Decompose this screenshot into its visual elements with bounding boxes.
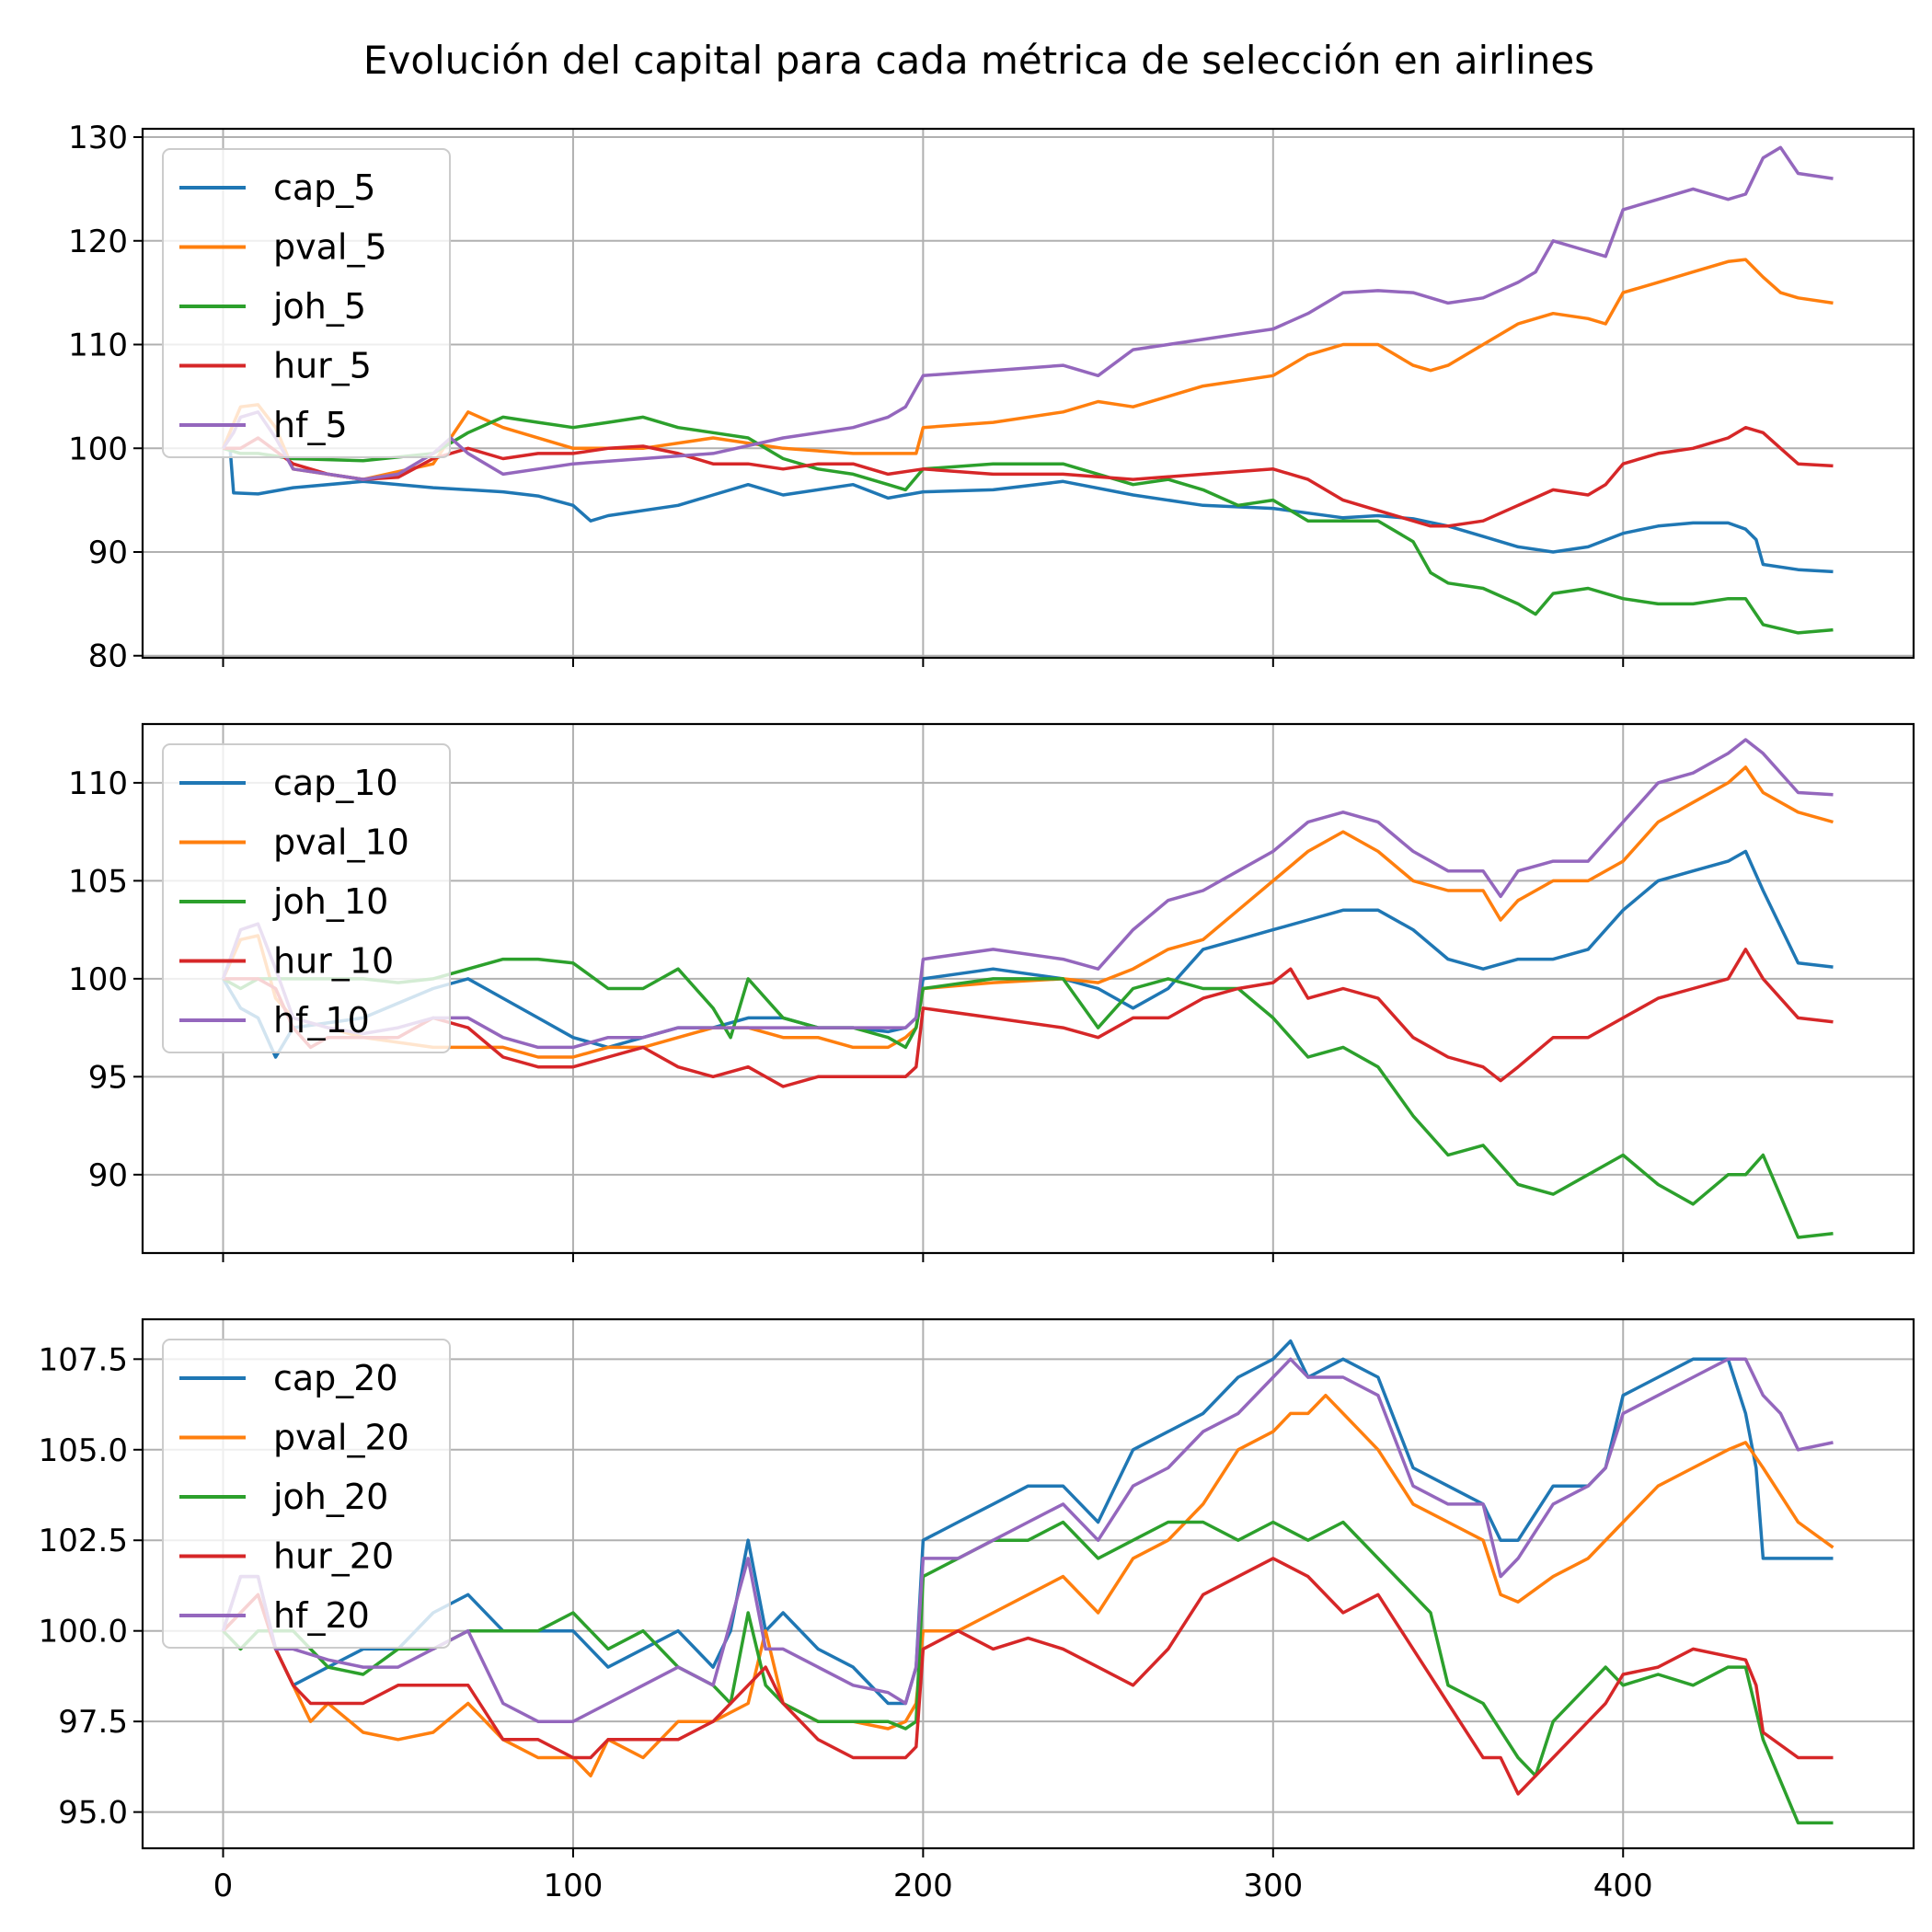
legend-label: hur_5 (273, 346, 372, 386)
legend-label: hf_10 (273, 1000, 370, 1041)
series-group (221, 738, 1834, 1239)
y-tick-label: 100 (68, 431, 128, 467)
legend-label: pval_5 (273, 227, 387, 268)
series-group (221, 1339, 1834, 1825)
series-line-cap_10 (221, 849, 1834, 1059)
y-tick-label: 97.5 (58, 1704, 128, 1741)
x-tick-label: 100 (543, 1868, 603, 1904)
legend-label: joh_10 (272, 881, 388, 922)
legend-label: joh_5 (272, 286, 366, 327)
legend-label: hur_20 (273, 1536, 394, 1577)
y-tick-label: 90 (88, 1157, 128, 1194)
y-tick-label: 120 (68, 224, 128, 260)
x-tick-label: 0 (213, 1868, 234, 1904)
legend (162, 1339, 451, 1649)
series-line-pval_5 (221, 258, 1834, 481)
y-tick-label: 107.5 (39, 1341, 128, 1378)
x-tick-label: 400 (1593, 1868, 1653, 1904)
y-tick-label: 102.5 (39, 1523, 128, 1559)
series-line-pval_10 (221, 765, 1834, 1059)
axes-frame (141, 1317, 1915, 1850)
legend-label: joh_20 (272, 1477, 388, 1517)
y-tick-label: 95 (88, 1059, 128, 1096)
panel-1: 90 95 100 105 110 cap_10 pval_10 joh_10 hur_10hf… (68, 722, 1915, 1262)
series-line-hf_10 (221, 738, 1834, 1050)
series-line-hf_20 (221, 1357, 1834, 1723)
axes-frame (141, 127, 1915, 660)
series-group (221, 145, 1834, 635)
series-line-hur_20 (222, 1557, 1834, 1796)
legend-label: hur_10 (273, 941, 394, 982)
y-tick-label: 110 (68, 765, 128, 802)
y-tick-label: 110 (68, 328, 128, 364)
axes-frame (141, 722, 1915, 1255)
series-line-joh_20 (222, 1520, 1834, 1825)
series-line-hf_5 (222, 145, 1834, 481)
legend-label: cap_5 (273, 167, 375, 208)
y-tick-label: 90 (88, 535, 128, 571)
panel-2: 0 100 200 300 400 95.0 97.5 100.0 102.5 105.0 107.… (39, 1317, 1915, 1904)
series-line-pval_20 (222, 1393, 1834, 1777)
chart-title: Evolución del capital para cada métrica … (363, 38, 1594, 83)
series-line-cap_5 (223, 446, 1834, 574)
y-tick-label: 95.0 (58, 1795, 128, 1832)
legend (162, 148, 451, 458)
legend-label: cap_20 (273, 1358, 398, 1398)
panel-0: 80 90 100 110 120 130 cap_5 pval_5 joh_5 hur_5 hf_… (68, 120, 1915, 675)
y-tick-label: 105 (68, 863, 128, 900)
y-tick-label: 105.0 (39, 1432, 128, 1469)
y-tick-label: 80 (88, 638, 128, 675)
series-line-joh_10 (222, 957, 1834, 1239)
legend-label: hf_20 (273, 1595, 370, 1636)
y-tick-label: 100.0 (39, 1614, 128, 1650)
legend-label: hf_5 (273, 405, 348, 445)
x-tick-label: 300 (1243, 1868, 1303, 1904)
legend-label: cap_10 (273, 763, 398, 803)
legend (162, 743, 451, 1053)
y-tick-label: 130 (68, 120, 128, 156)
legend-label: pval_10 (273, 822, 409, 863)
x-tick-label: 200 (893, 1868, 953, 1904)
series-line-hur_5 (223, 425, 1834, 528)
y-tick-label: 100 (68, 961, 128, 998)
legend-label: pval_20 (273, 1418, 409, 1458)
